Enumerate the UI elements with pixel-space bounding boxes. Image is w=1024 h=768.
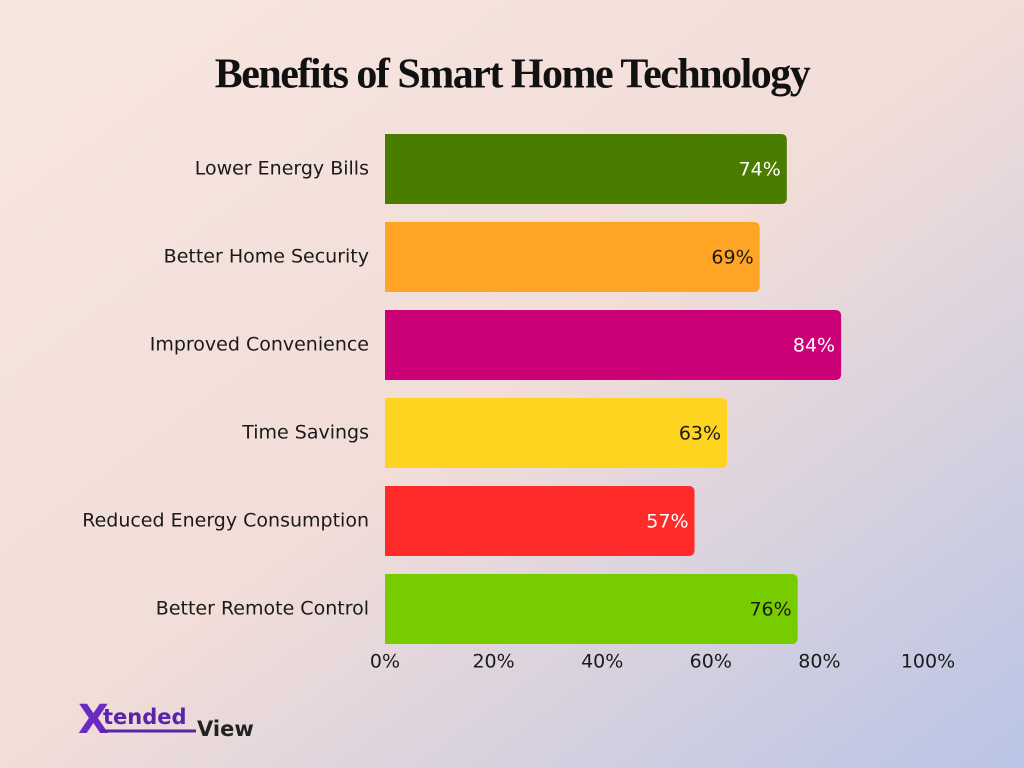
bar — [385, 134, 787, 204]
x-tick-label: 20% — [472, 651, 514, 673]
x-tick-label: 40% — [581, 651, 623, 673]
x-tick-label: 60% — [690, 651, 732, 673]
y-tick-label: Lower Energy Bills — [195, 158, 369, 180]
bar — [385, 486, 695, 556]
value-label: 76% — [749, 599, 791, 621]
y-tick-label: Better Remote Control — [156, 598, 369, 620]
x-tick-label: 100% — [901, 651, 955, 673]
y-tick-label: Reduced Energy Consumption — [82, 510, 369, 532]
value-label: 74% — [739, 159, 781, 181]
bar — [385, 574, 798, 644]
x-tick-label: 0% — [370, 651, 400, 673]
logo-text: tended — [103, 705, 187, 729]
value-label: 84% — [793, 335, 835, 357]
logo-suffix: View — [197, 717, 254, 741]
x-tick-label: 80% — [798, 651, 840, 673]
bar — [385, 398, 728, 468]
logo: X tended View — [78, 697, 254, 743]
y-tick-label: Better Home Security — [164, 246, 369, 268]
bar — [385, 222, 760, 292]
bar — [385, 310, 842, 380]
value-label: 63% — [679, 423, 721, 445]
y-tick-label: Time Savings — [241, 422, 369, 444]
value-label: 57% — [646, 511, 688, 533]
chart-title: Benefits of Smart Home Technology — [215, 52, 811, 98]
value-label: 69% — [711, 247, 753, 269]
logo-mark: X — [78, 697, 109, 743]
y-tick-label: Improved Convenience — [150, 334, 369, 356]
